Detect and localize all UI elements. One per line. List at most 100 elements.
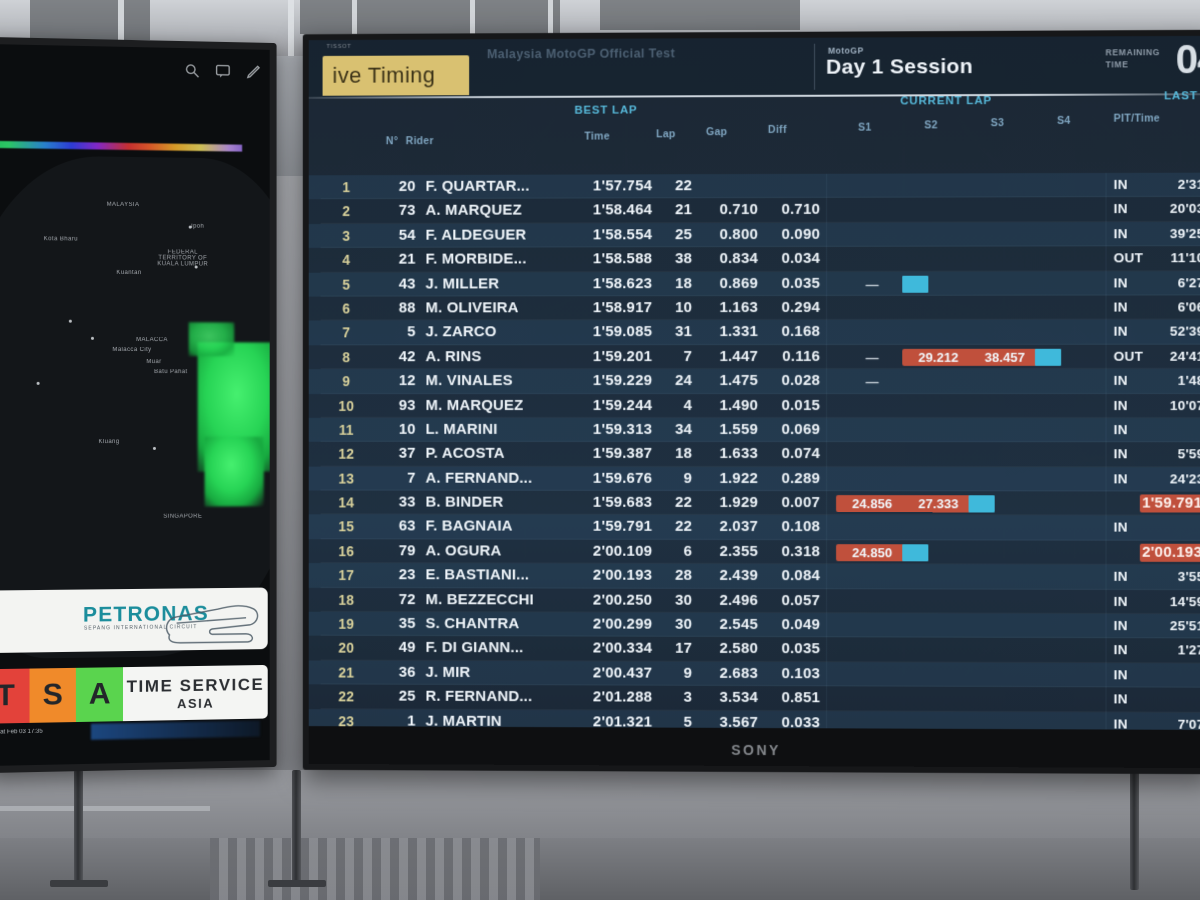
table-row[interactable]: 9 12 M. VINALES 1'59.229 24 1.475 0.028 — IN 1'48: [308, 368, 1200, 394]
row-rider-number: 79: [398, 542, 416, 560]
row-gap: 1.331: [719, 323, 758, 341]
map-timestamp: Sat Feb 03 17:35: [0, 728, 43, 736]
tab-live-timing[interactable]: ive Timing: [322, 55, 470, 96]
row-last-time: 20'03: [1169, 201, 1200, 217]
table-row[interactable]: 17 23 E. BASTIANI... 2'00.193 28 2.439 0.084 IN…: [308, 563, 1200, 590]
table-row[interactable]: 3 54 F. ALDEGUER 1'58.554 25 0.800 0.090 IN 39'2…: [308, 221, 1200, 249]
row-last-lap-time: 2'00.193: [1139, 543, 1200, 562]
table-row[interactable]: 16 79 A. OGURA 2'00.109 6 2.355 0.318 24.850 2'0…: [308, 539, 1200, 566]
table-row[interactable]: 18 72 M. BEZZECCHI 2'00.250 30 2.496 0.057 IN 14…: [308, 587, 1200, 615]
row-last-time: 6'06: [1177, 299, 1200, 315]
right-monitor: TISSOT ive Timing Malaysia MotoGP Offici…: [302, 29, 1200, 775]
row-rider-name: E. BASTIANI...: [425, 566, 530, 584]
map-label: Muar: [146, 359, 162, 366]
row-diff: 0.116: [782, 347, 821, 365]
row-position: 7: [342, 324, 351, 341]
table-row[interactable]: 22 25 R. FERNAND... 2'01.288 3 3.534 0.851 IN: [308, 684, 1200, 713]
row-gap: 2.580: [719, 640, 758, 658]
map-label: MALACCA: [136, 337, 168, 344]
row-diff: 0.033: [781, 713, 821, 730]
row-gap: 0.800: [719, 225, 758, 243]
row-gap: 1.559: [719, 420, 758, 438]
pole-foot: [50, 880, 108, 887]
row-rider-number: 93: [398, 396, 416, 414]
row-diff: 0.168: [781, 323, 821, 341]
row-best-lap-number: 21: [675, 201, 693, 219]
row-best-lap-time: 2'00.193: [592, 566, 653, 585]
row-position: 11: [338, 421, 354, 438]
row-sector-s2: 27.333: [902, 495, 975, 513]
row-best-lap-time: 2'01.288: [592, 688, 653, 706]
row-best-lap-number: 7: [683, 347, 693, 365]
header-divider: [814, 43, 816, 90]
row-best-lap-time: 1'58.623: [592, 274, 653, 292]
column-header-diff: Diff: [767, 123, 787, 136]
row-position: 16: [338, 543, 355, 560]
row-diff: 0.074: [781, 445, 821, 463]
table-row[interactable]: 15 63 F. BAGNAIA 1'59.791 22 2.037 0.108 IN: [308, 514, 1200, 541]
row-pit-status: IN: [1113, 323, 1128, 340]
table-row[interactable]: 20 49 F. DI GIANN... 2'00.334 17 2.580 0.035 IN…: [308, 636, 1200, 664]
table-row[interactable]: 7 5 J. ZARCO 1'59.085 31 1.331 0.168 IN 52'39: [308, 319, 1200, 346]
row-position: 22: [338, 688, 355, 705]
row-position: 19: [338, 615, 355, 632]
row-best-lap-time: 1'59.676: [592, 469, 653, 487]
column-header-lap: Lap: [656, 128, 676, 141]
table-row[interactable]: 12 37 P. ACOSTA 1'59.387 18 1.633 0.074 IN 5'59: [308, 442, 1200, 468]
table-row[interactable]: 21 36 J. MIR 2'00.437 9 2.683 0.103 IN: [308, 660, 1200, 688]
floor-lower: [0, 838, 1200, 900]
row-best-lap-number: 9: [683, 469, 693, 487]
table-row[interactable]: 2 73 A. MARQUEZ 1'58.464 21 0.710 0.710 IN 20'03: [308, 197, 1200, 224]
row-last-time: 5'59: [1177, 446, 1200, 462]
row-gap: 0.834: [719, 250, 758, 268]
table-row[interactable]: 14 33 B. BINDER 1'59.683 22 1.929 0.007 24.856 2…: [308, 490, 1200, 517]
row-sector-s1: 24.850: [836, 544, 909, 562]
row-gap: 2.545: [719, 615, 758, 634]
weather-toolbar[interactable]: [184, 62, 262, 80]
row-sector-s4: [1034, 348, 1062, 366]
row-rider-name: P. ACOSTA: [425, 445, 505, 463]
table-row[interactable]: 23 1 J. MARTIN 2'01.321 5 3.567 0.033 IN 7'07: [308, 708, 1200, 730]
table-row[interactable]: 1 20 F. QUARTAR... 1'57.754 22 IN 2'31: [308, 172, 1200, 200]
row-best-lap-number: 6: [683, 542, 693, 560]
row-best-lap-number: 17: [675, 640, 693, 658]
row-last-time: 6'27: [1177, 274, 1200, 290]
table-row[interactable]: 4 21 F. MORBIDE... 1'58.588 38 0.834 0.034 OUT 1…: [308, 246, 1200, 273]
row-gap: 3.567: [719, 713, 758, 730]
search-icon[interactable]: [184, 62, 201, 79]
column-header-s3: S3: [990, 117, 1005, 130]
row-last-time: 24'23: [1169, 471, 1200, 487]
row-rider-number: 25: [398, 687, 416, 705]
row-best-lap-time: 1'58.464: [592, 201, 653, 219]
column-header-s1: S1: [858, 121, 872, 134]
row-diff: 0.028: [781, 372, 821, 390]
row-position: 2: [342, 203, 351, 220]
row-rider-name: S. CHANTRA: [425, 615, 520, 633]
row-best-lap-number: 30: [675, 591, 693, 609]
row-position: 12: [338, 446, 355, 462]
row-sector-s1: —: [865, 276, 879, 292]
message-icon[interactable]: [214, 63, 231, 80]
row-gap: 1.929: [719, 494, 758, 512]
board-header: TISSOT ive Timing Malaysia MotoGP Offici…: [308, 35, 1200, 98]
map-city-dot: [36, 381, 40, 385]
table-row[interactable]: 13 7 A. FERNAND... 1'59.676 9 1.922 0.289 IN 24'…: [308, 466, 1200, 492]
row-diff: 0.034: [781, 250, 821, 268]
table-row[interactable]: 8 42 A. RINS 1'59.201 7 1.447 0.116 — 29.212 38.4…: [308, 344, 1200, 370]
row-position: 21: [338, 664, 355, 681]
table-row[interactable]: 6 88 M. OLIVEIRA 1'58.917 10 1.163 0.294 IN 6'06: [308, 295, 1200, 321]
row-best-lap-time: 1'58.554: [592, 226, 653, 244]
table-row[interactable]: 5 43 J. MILLER 1'58.623 18 0.869 0.035 — IN 6'27: [308, 270, 1200, 297]
window-mullion: [548, 0, 553, 54]
table-row[interactable]: 19 35 S. CHANTRA 2'00.299 30 2.545 0.049 IN 25'5…: [308, 611, 1200, 639]
row-rider-name: L. MARINI: [425, 420, 498, 438]
row-last-time: 52'39: [1169, 323, 1200, 340]
row-best-lap-number: 4: [683, 396, 693, 414]
table-row[interactable]: 10 93 M. MARQUEZ 1'59.244 4 1.490 0.015 IN 10'07: [308, 393, 1200, 419]
row-rider-number: 23: [398, 566, 416, 584]
row-best-lap-number: 18: [675, 274, 693, 292]
table-row[interactable]: 11 10 L. MARINI 1'59.313 34 1.559 0.069 IN: [308, 417, 1200, 443]
sepang-circuit-outline-icon: [157, 592, 264, 649]
row-best-lap-time: 1'59.791: [592, 518, 653, 536]
